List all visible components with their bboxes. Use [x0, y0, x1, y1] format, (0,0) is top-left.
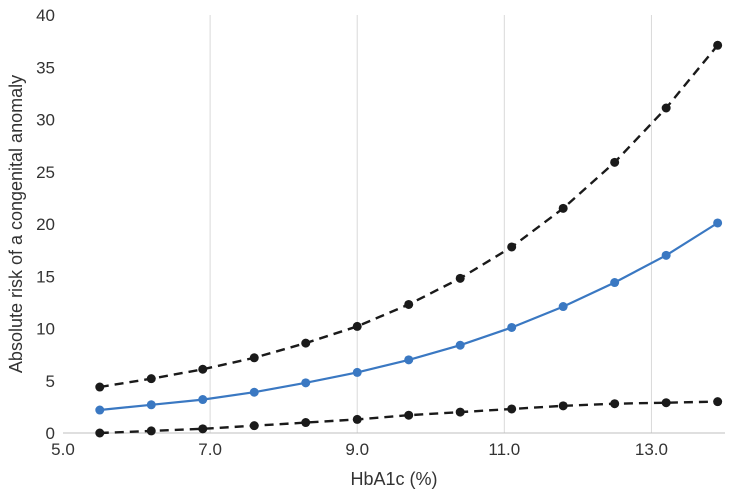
data-point: [146, 374, 156, 384]
y-tick-label: 20: [36, 215, 55, 234]
series-3: [95, 397, 723, 438]
data-point: [95, 428, 105, 438]
data-point: [558, 401, 568, 411]
data-point: [507, 404, 517, 414]
x-axis-title: HbA1c (%): [350, 469, 437, 489]
data-point: [713, 397, 723, 407]
series: [95, 40, 723, 438]
data-point: [352, 321, 362, 331]
data-point: [301, 418, 311, 428]
data-point: [713, 40, 723, 50]
data-point: [507, 242, 517, 252]
y-tick-label: 35: [36, 58, 55, 77]
data-point: [301, 338, 311, 348]
y-tick-label: 10: [36, 320, 55, 339]
data-point: [610, 278, 620, 288]
data-point: [507, 322, 517, 332]
data-point: [610, 399, 620, 409]
series-line: [99, 222, 719, 412]
x-tick-label: 11.0: [488, 440, 520, 459]
data-point: [95, 405, 105, 415]
y-tick-label: 5: [46, 372, 55, 391]
y-tick-labels: 0 5 10 15 20 25 30 35 40: [36, 6, 55, 443]
y-tick-label: 25: [36, 163, 55, 182]
x-tick-label: 9.0: [345, 440, 369, 459]
data-point: [249, 387, 259, 397]
data-point: [198, 395, 208, 405]
data-point: [249, 421, 259, 431]
data-point: [198, 364, 208, 374]
data-point: [301, 378, 311, 388]
series-2: [95, 218, 723, 415]
data-point: [249, 353, 259, 363]
data-point: [352, 367, 362, 377]
grid: [209, 15, 652, 433]
x-tick-label: 13.0: [635, 440, 668, 459]
data-point: [404, 299, 414, 309]
data-point: [661, 103, 671, 113]
data-point: [146, 400, 156, 410]
x-tick-label: 5.0: [51, 440, 75, 459]
y-tick-label: 0: [46, 424, 55, 443]
data-point: [455, 407, 465, 417]
data-point: [455, 273, 465, 283]
data-point: [404, 355, 414, 365]
data-point: [713, 218, 723, 228]
data-point: [146, 426, 156, 436]
series-line: [99, 44, 719, 389]
data-point: [455, 340, 465, 350]
data-point: [95, 382, 105, 392]
y-tick-label: 15: [36, 267, 55, 286]
data-point: [610, 157, 620, 167]
data-point: [661, 250, 671, 260]
data-point: [558, 203, 568, 213]
data-point: [404, 410, 414, 420]
y-tick-label: 30: [36, 111, 55, 130]
series-1: [95, 40, 723, 392]
x-tick-labels: 5.0 7.0 9.0 11.0 13.0: [51, 440, 668, 459]
data-point: [198, 424, 208, 434]
data-point: [661, 398, 671, 408]
x-tick-label: 7.0: [198, 440, 222, 459]
data-point: [352, 414, 362, 424]
data-point: [558, 302, 568, 312]
y-tick-label: 40: [36, 6, 55, 25]
y-axis-title: Absolute risk of a congenital anomaly: [6, 75, 26, 373]
